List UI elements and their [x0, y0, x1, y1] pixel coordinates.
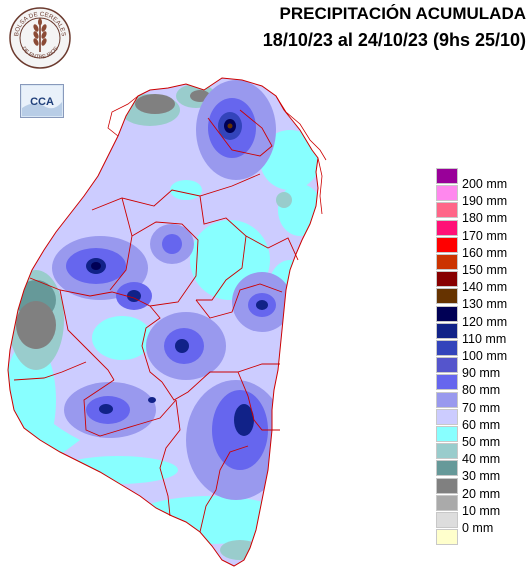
legend-swatch — [436, 529, 458, 546]
map-date-range: 18/10/23 al 24/10/23 (9hs 25/10) — [262, 30, 526, 50]
legend-swatch — [436, 357, 458, 374]
legend-swatch — [436, 391, 458, 408]
legend-row: 100 mm — [436, 340, 530, 363]
legend-row: 10 mm — [436, 494, 530, 518]
legend-swatch — [436, 443, 458, 460]
legend-swatch — [436, 374, 458, 391]
legend-label: 30 mm — [462, 469, 501, 484]
legend-swatch — [436, 168, 458, 184]
legend-row: 80 mm — [436, 374, 530, 397]
cca-badge-logo: CCA — [20, 84, 64, 118]
legend-swatch — [436, 426, 458, 442]
legend-label: 100 mm — [462, 349, 508, 363]
legend-row: 90 mm — [436, 357, 530, 380]
legend-label: 140 mm — [462, 280, 508, 295]
legend-label: 110 mm — [462, 331, 507, 346]
legend-label: 50 mm — [462, 435, 501, 449]
legend-row: 50 mm — [436, 426, 530, 449]
legend-row: 60 mm — [436, 408, 530, 432]
legend-label: 160 mm — [462, 245, 508, 260]
legend-label: 60 mm — [462, 417, 501, 432]
legend-label: 80 mm — [462, 383, 501, 398]
legend-swatch — [436, 477, 458, 494]
legend-swatch — [436, 219, 458, 236]
legend-label: 200 mm — [462, 177, 508, 191]
legend-row: 140 mm — [436, 271, 530, 294]
legend-row: 150 mm — [436, 254, 530, 277]
legend-swatch — [436, 305, 458, 322]
legend-swatch — [436, 322, 458, 339]
legend-label: 70 mm — [462, 400, 501, 415]
legend-label: 40 mm — [462, 452, 501, 467]
legend-swatch — [436, 340, 458, 356]
legend-label: 150 mm — [462, 263, 508, 277]
legend-label: 180 mm — [462, 211, 508, 226]
precipitation-map — [7, 77, 327, 567]
legend-swatch — [436, 202, 458, 219]
legend-swatch — [436, 460, 458, 477]
legend-label: 130 mm — [462, 297, 508, 312]
legend-row: 110 mm — [436, 322, 530, 346]
legend-row: 130 mm — [436, 288, 530, 311]
legend-row: 170 mm — [436, 219, 530, 243]
legend-swatch — [436, 408, 458, 425]
svg-text:CCA: CCA — [30, 96, 54, 108]
map-title: PRECIPITACIÓN ACUMULADA — [279, 4, 527, 23]
legend-label: 190 mm — [462, 194, 508, 209]
legend-row: 160 mm — [436, 236, 530, 260]
legend-swatch — [436, 494, 458, 511]
legend-swatch — [436, 185, 458, 202]
legend-row: 0 mm — [436, 512, 530, 535]
legend-label: 170 mm — [462, 228, 508, 243]
legend-swatch — [436, 271, 458, 288]
legend-label: 120 mm — [462, 314, 508, 329]
legend-row: 40 mm — [436, 443, 530, 466]
legend-swatch — [436, 512, 458, 528]
legend-row — [436, 529, 530, 546]
legend-row: 20 mm — [436, 477, 530, 501]
legend-swatch — [436, 254, 458, 270]
bolsa-cereales-seal-logo: BOLSA DE CEREALES DE ENTRE RIOS — [9, 7, 71, 69]
legend-row: 190 mm — [436, 185, 530, 208]
legend-swatch — [436, 288, 458, 305]
legend-row: 180 mm — [436, 202, 530, 225]
legend-swatch — [436, 236, 458, 253]
legend-label: 20 mm — [462, 486, 501, 501]
legend-row: 30 mm — [436, 460, 530, 483]
legend-row: 120 mm — [436, 305, 530, 329]
legend-label: 90 mm — [462, 366, 501, 381]
legend-row: 70 mm — [436, 391, 530, 415]
legend-row: 200 mm — [436, 168, 530, 191]
legend-label: 10 mm — [462, 503, 501, 518]
legend-label: 0 mm — [462, 521, 494, 535]
